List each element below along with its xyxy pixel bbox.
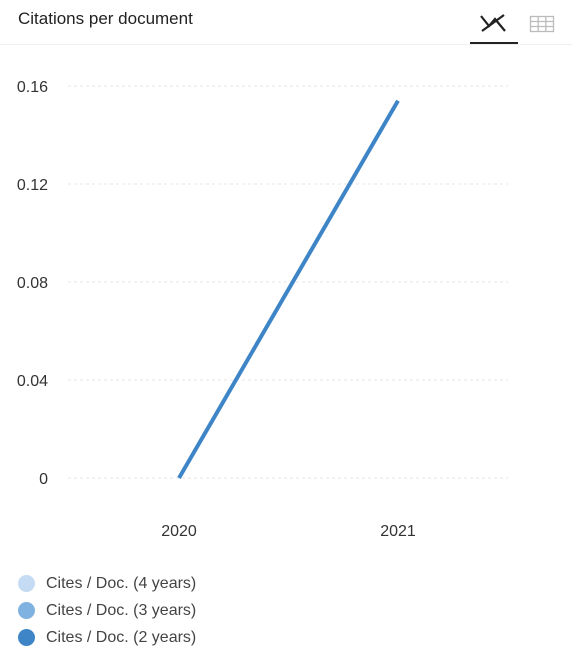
y-tick-label: 0.04 xyxy=(17,373,48,390)
y-tick-label: 0.16 xyxy=(17,79,48,96)
x-tick-label: 2020 xyxy=(161,523,197,540)
chart-legend: Cites / Doc. (4 years) Cites / Doc. (3 ye… xyxy=(18,570,196,651)
line-chart: 0 0.04 0.08 0.12 0.16 2020 2021 xyxy=(17,79,508,540)
line-chart-icon xyxy=(480,14,506,32)
chart-view-button[interactable] xyxy=(470,4,518,44)
legend-label: Cites / Doc. (3 years) xyxy=(46,601,197,619)
y-tick-label: 0 xyxy=(39,471,48,488)
y-tick-label: 0.08 xyxy=(17,275,48,292)
chart-title: Citations per document xyxy=(18,9,193,28)
table-view-button[interactable] xyxy=(518,4,566,44)
legend-dot-icon xyxy=(18,575,35,592)
table-grid-icon xyxy=(529,15,555,33)
legend-label: Cites / Doc. (2 years) xyxy=(46,628,197,646)
x-tick-label: 2021 xyxy=(380,523,416,540)
legend-label: Cites / Doc. (4 years) xyxy=(46,574,197,592)
chart-header: Citations per document xyxy=(0,0,572,45)
series-line[interactable] xyxy=(177,99,400,480)
y-tick-label: 0.12 xyxy=(17,177,48,194)
legend-dot-icon xyxy=(18,602,35,619)
legend-item[interactable]: Cites / Doc. (2 years) xyxy=(18,624,196,651)
legend-dot-icon xyxy=(18,629,35,646)
legend-item[interactable]: Cites / Doc. (3 years) xyxy=(18,597,196,624)
legend-item[interactable]: Cites / Doc. (4 years) xyxy=(18,570,196,597)
